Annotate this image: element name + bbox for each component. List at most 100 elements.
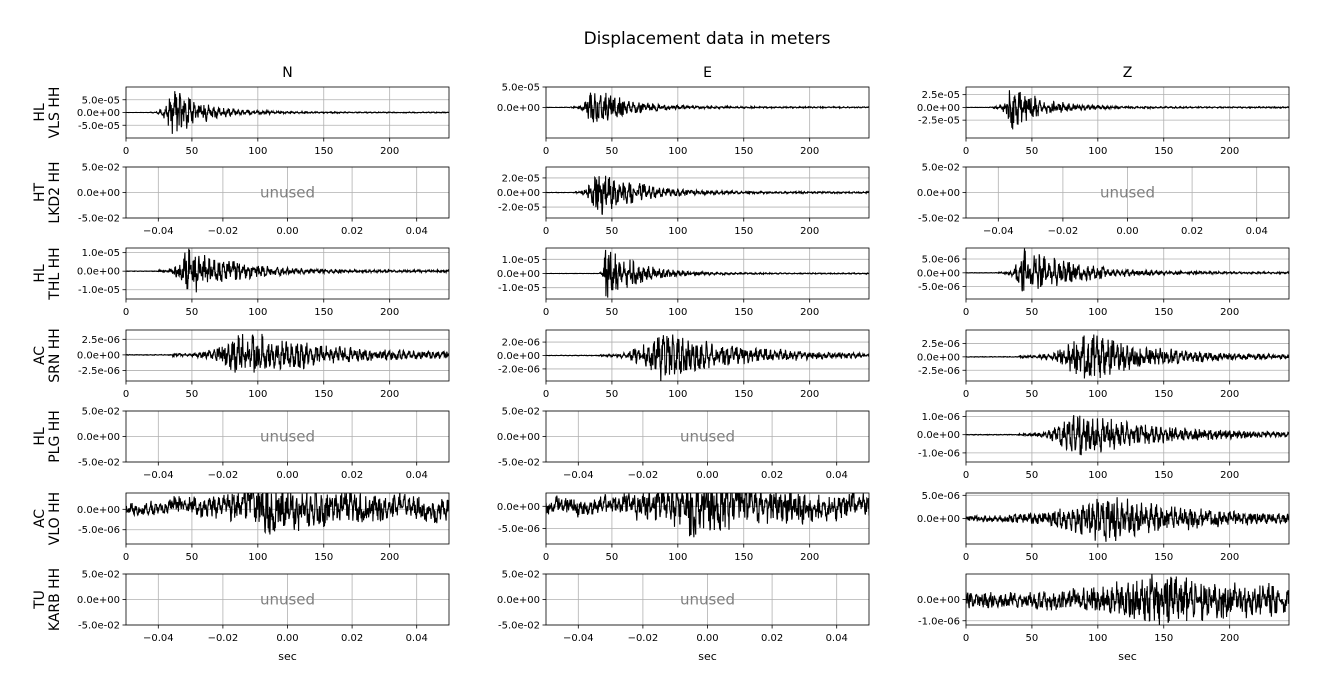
unused-label: unused [680, 591, 735, 609]
x-tick-label: 0.04 [406, 633, 428, 644]
y-tick-label: 0.0e+00 [497, 269, 540, 280]
x-tick-label: 100 [1088, 470, 1107, 481]
y-tick-label: 5.0e-02 [82, 570, 120, 581]
x-tick-label: 50 [606, 389, 619, 400]
x-tick-label: 150 [734, 226, 753, 237]
x-tick-label: −0.04 [143, 633, 174, 644]
x-tick-label: 200 [1220, 307, 1239, 318]
x-tick-label: −0.04 [143, 470, 174, 481]
waveform-trace [126, 333, 449, 373]
y-tick-label: 5.0e-02 [502, 570, 540, 581]
plot-frame [965, 247, 1290, 300]
y-tick-label: 0.0e+00 [77, 432, 120, 443]
y-tick-label: 2.0e-05 [502, 173, 540, 184]
x-tick-label: 0.04 [826, 470, 848, 481]
row-label-network: HT [32, 183, 48, 203]
row-label-network: AC [32, 346, 48, 365]
panel-r5-c2: 0 50 100 150 200 5.0e-06 0.0e+00 [917, 491, 1290, 563]
y-tick-label: 5.0e-05 [82, 95, 120, 106]
y-tick-label: 0.0e+00 [917, 188, 960, 199]
x-tick-label: −0.02 [628, 633, 659, 644]
x-tick-label: 150 [734, 146, 753, 157]
x-tick-label: 150 [1154, 552, 1173, 563]
panel-r5-c1: 0 50 100 150 200 0.0e+00 -5.0e-06 [497, 492, 870, 563]
x-tick-label: 100 [248, 146, 267, 157]
x-tick-label: 0.00 [276, 470, 298, 481]
x-tick-label: 0 [963, 146, 969, 157]
row-label-station: LKD2 HH [47, 161, 63, 223]
row-label-6: TU KARB HH [32, 568, 63, 631]
column-title-e: E [703, 65, 712, 81]
row-label-station: KARB HH [47, 568, 63, 631]
y-tick-label: 5.0e-02 [82, 407, 120, 418]
panel-r0-c0: 0 50 100 150 200 5.0e-05 0.0e+00 -5.0e-05 [77, 86, 450, 157]
x-tick-label: 100 [668, 552, 687, 563]
row-label-station: VLS HH [47, 87, 63, 139]
x-tick-label: 0 [123, 389, 129, 400]
x-tick-label: 100 [248, 552, 267, 563]
row-label-station: PLG HH [47, 410, 63, 463]
x-tick-label: 0 [123, 307, 129, 318]
x-axis-label: sec [1118, 650, 1137, 663]
y-tick-label: 5.0e-02 [922, 163, 960, 174]
waveform-trace [966, 415, 1289, 456]
y-tick-label: 5.0e-06 [922, 255, 960, 266]
x-tick-label: 0.02 [341, 470, 363, 481]
waveform-trace [546, 92, 869, 123]
plot-frame [125, 329, 450, 382]
y-tick-label: -5.0e-02 [498, 458, 540, 469]
y-tick-label: 0.0e+00 [497, 595, 540, 606]
y-tick-label: -5.0e-06 [918, 282, 960, 293]
y-tick-label: 1.0e-06 [922, 412, 960, 423]
y-tick-label: 0.0e+00 [77, 108, 120, 119]
x-tick-label: 0 [123, 146, 129, 157]
x-tick-label: 0.02 [761, 470, 783, 481]
x-tick-label: 100 [1088, 146, 1107, 157]
panel-r4-c1: unused −0.04 −0.02 0.00 0.02 0.04 5.0e-02 0.0e+… [497, 407, 870, 481]
x-tick-label: −0.02 [628, 470, 659, 481]
panel-r3-c0: 0 50 100 150 200 2.5e-06 0.0e+00 -2.5e-06 [77, 329, 450, 400]
y-tick-label: -5.0e-06 [78, 525, 120, 536]
x-tick-label: 200 [380, 307, 399, 318]
x-tick-label: 50 [186, 389, 199, 400]
x-tick-label: 50 [606, 552, 619, 563]
unused-label: unused [260, 428, 315, 446]
y-tick-label: -1.0e-05 [498, 283, 540, 294]
x-tick-label: 0 [543, 389, 549, 400]
x-tick-label: −0.02 [208, 633, 239, 644]
y-tick-label: 0.0e+00 [497, 502, 540, 513]
plot-frame [545, 492, 870, 545]
x-tick-label: 200 [800, 552, 819, 563]
x-tick-label: 0.00 [1116, 226, 1138, 237]
row-label-network: HL [32, 264, 48, 283]
x-tick-label: 50 [606, 226, 619, 237]
x-tick-label: 0 [963, 633, 969, 644]
y-tick-label: 0.0e+00 [917, 103, 960, 114]
waveform-trace [546, 175, 869, 215]
x-tick-label: −0.04 [563, 633, 594, 644]
y-tick-label: 0.0e+00 [497, 103, 540, 114]
x-tick-label: 0.00 [276, 226, 298, 237]
row-label-station: SRN HH [47, 328, 63, 383]
y-tick-label: 0.0e+00 [77, 188, 120, 199]
x-tick-label: −0.02 [208, 470, 239, 481]
x-tick-label: 200 [1220, 633, 1239, 644]
y-tick-label: 0.0e+00 [917, 514, 960, 525]
x-tick-label: 0 [963, 552, 969, 563]
y-tick-label: -5.0e-05 [78, 121, 120, 132]
x-tick-label: 0.04 [1246, 226, 1268, 237]
row-label-station: THL HH [47, 247, 63, 300]
plot-frame [125, 492, 450, 545]
panel-r2-c0: 0 50 100 150 200 1.0e-05 0.0e+00 -1.0e-05 [77, 247, 450, 318]
x-tick-label: 0.04 [826, 633, 848, 644]
x-tick-label: 200 [1220, 470, 1239, 481]
waveform-trace [546, 249, 869, 298]
x-tick-label: 50 [1026, 470, 1039, 481]
x-tick-label: 100 [1088, 389, 1107, 400]
plot-frame [965, 86, 1290, 139]
plot-frame [965, 329, 1290, 382]
x-tick-label: 150 [314, 307, 333, 318]
y-tick-label: 5.0e-06 [922, 491, 960, 502]
panel-r3-c2: 0 50 100 150 200 2.5e-06 0.0e+00 -2.5e-06 [917, 329, 1290, 400]
x-tick-label: 0 [543, 552, 549, 563]
